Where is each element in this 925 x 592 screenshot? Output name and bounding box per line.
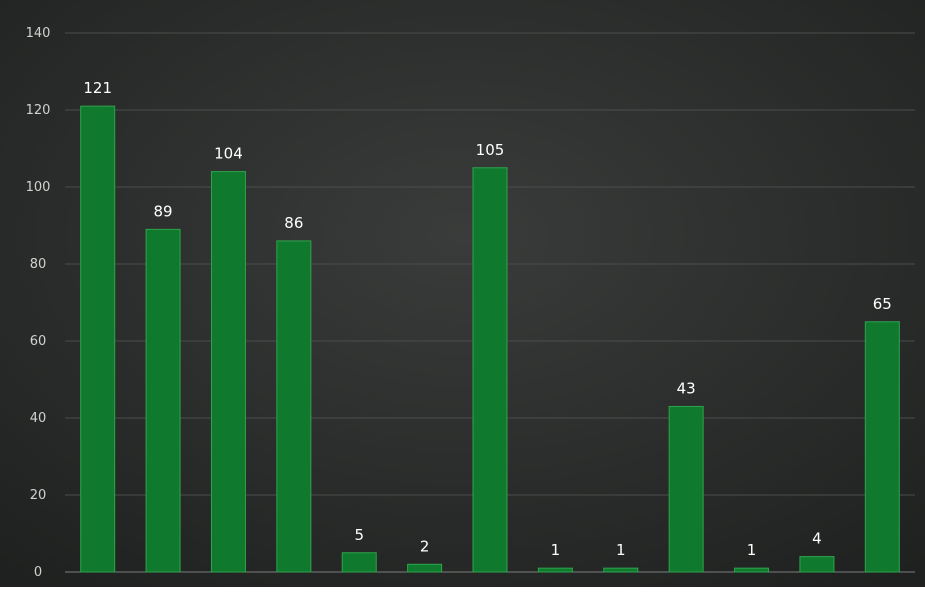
y-tick-label: 120 — [26, 103, 51, 118]
y-tick-label: 80 — [30, 257, 47, 272]
bar-value-label: 1 — [616, 541, 626, 559]
bar — [603, 567, 639, 573]
y-tick-label: 0 — [34, 565, 42, 580]
y-tick-label: 140 — [26, 26, 51, 41]
bar — [407, 563, 443, 573]
bar — [537, 567, 573, 573]
y-tick-label: 60 — [30, 334, 47, 349]
data-labels: 121 89 104 86 5 2 105 1 1 43 1 4 65 — [83, 79, 891, 559]
bar — [341, 552, 377, 573]
bar-value-label: 43 — [677, 379, 696, 397]
bar-value-label: 4 — [812, 530, 822, 548]
bar-value-label: 2 — [420, 537, 430, 555]
bar — [145, 228, 181, 573]
bar — [864, 321, 900, 573]
bar — [276, 240, 312, 573]
bar — [80, 105, 116, 573]
bar — [210, 171, 246, 573]
bar-value-label: 104 — [214, 145, 243, 163]
y-axis-ticks: 0 20 40 60 80 100 120 140 — [26, 26, 51, 580]
bar-value-label: 65 — [873, 295, 892, 313]
bar — [668, 405, 704, 573]
bar-value-label: 89 — [154, 202, 173, 220]
bar — [799, 556, 835, 573]
bar-value-label: 86 — [284, 214, 303, 232]
bar-value-label: 1 — [551, 541, 561, 559]
bar-value-label: 105 — [476, 141, 505, 159]
bar-value-label: 1 — [747, 541, 757, 559]
bar — [472, 167, 508, 573]
bar-value-label: 121 — [83, 79, 112, 97]
bar-value-label: 5 — [354, 526, 364, 544]
bars — [80, 105, 900, 573]
y-tick-label: 20 — [30, 488, 47, 503]
y-tick-label: 100 — [26, 180, 51, 195]
bar — [734, 567, 770, 573]
y-tick-label: 40 — [30, 411, 47, 426]
